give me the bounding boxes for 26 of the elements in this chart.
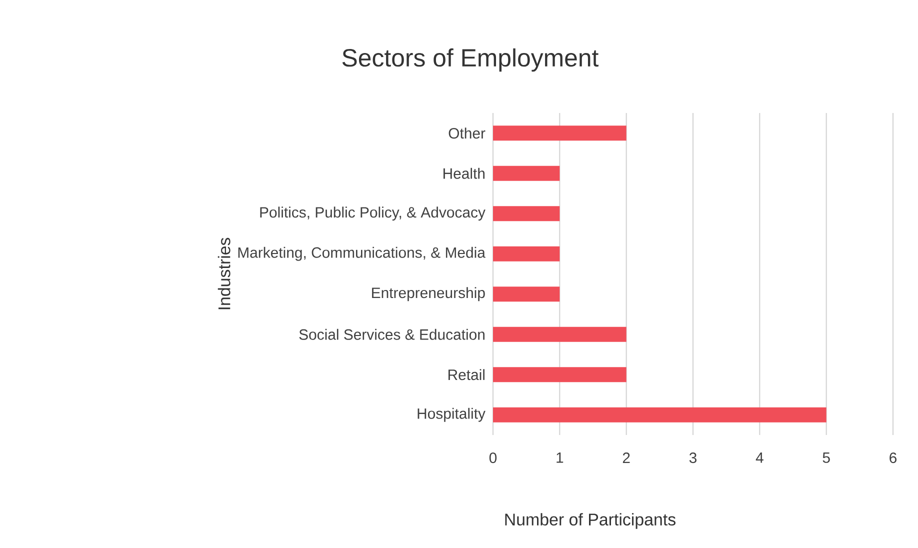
x-tick-label: 6 [890,452,897,464]
bar [493,367,626,382]
bar [493,246,560,262]
y-tick-label: Retail [448,369,484,380]
y-tick-label: Social Services & Education [299,328,484,340]
chart-title: Sectors of Employment [342,48,599,72]
y-tick-label: Politics, Public Policy, & Advocacy [260,206,486,221]
x-tick-label: 0 [489,452,497,464]
y-axis-title: Industries [218,238,230,310]
bar [493,166,560,181]
bar [493,126,626,141]
bar [493,326,626,342]
y-tick-label: Entrepreneurship [372,287,485,302]
y-tick-label: Marketing, Communications, & Media [238,246,486,261]
y-tick-label: Health [444,168,485,179]
bar [493,407,826,422]
x-axis-title: Number of Participants [505,513,676,529]
y-tick-label: Hospitality [418,408,486,422]
x-tick-label: 2 [622,452,630,463]
x-tick-label: 4 [756,452,764,463]
bar [493,286,560,302]
y-tick-label: Other [448,128,486,139]
x-tick-label: 1 [556,452,564,463]
x-tick-label: 5 [822,452,830,463]
x-tick-label: 3 [689,452,697,464]
bar [493,206,560,222]
